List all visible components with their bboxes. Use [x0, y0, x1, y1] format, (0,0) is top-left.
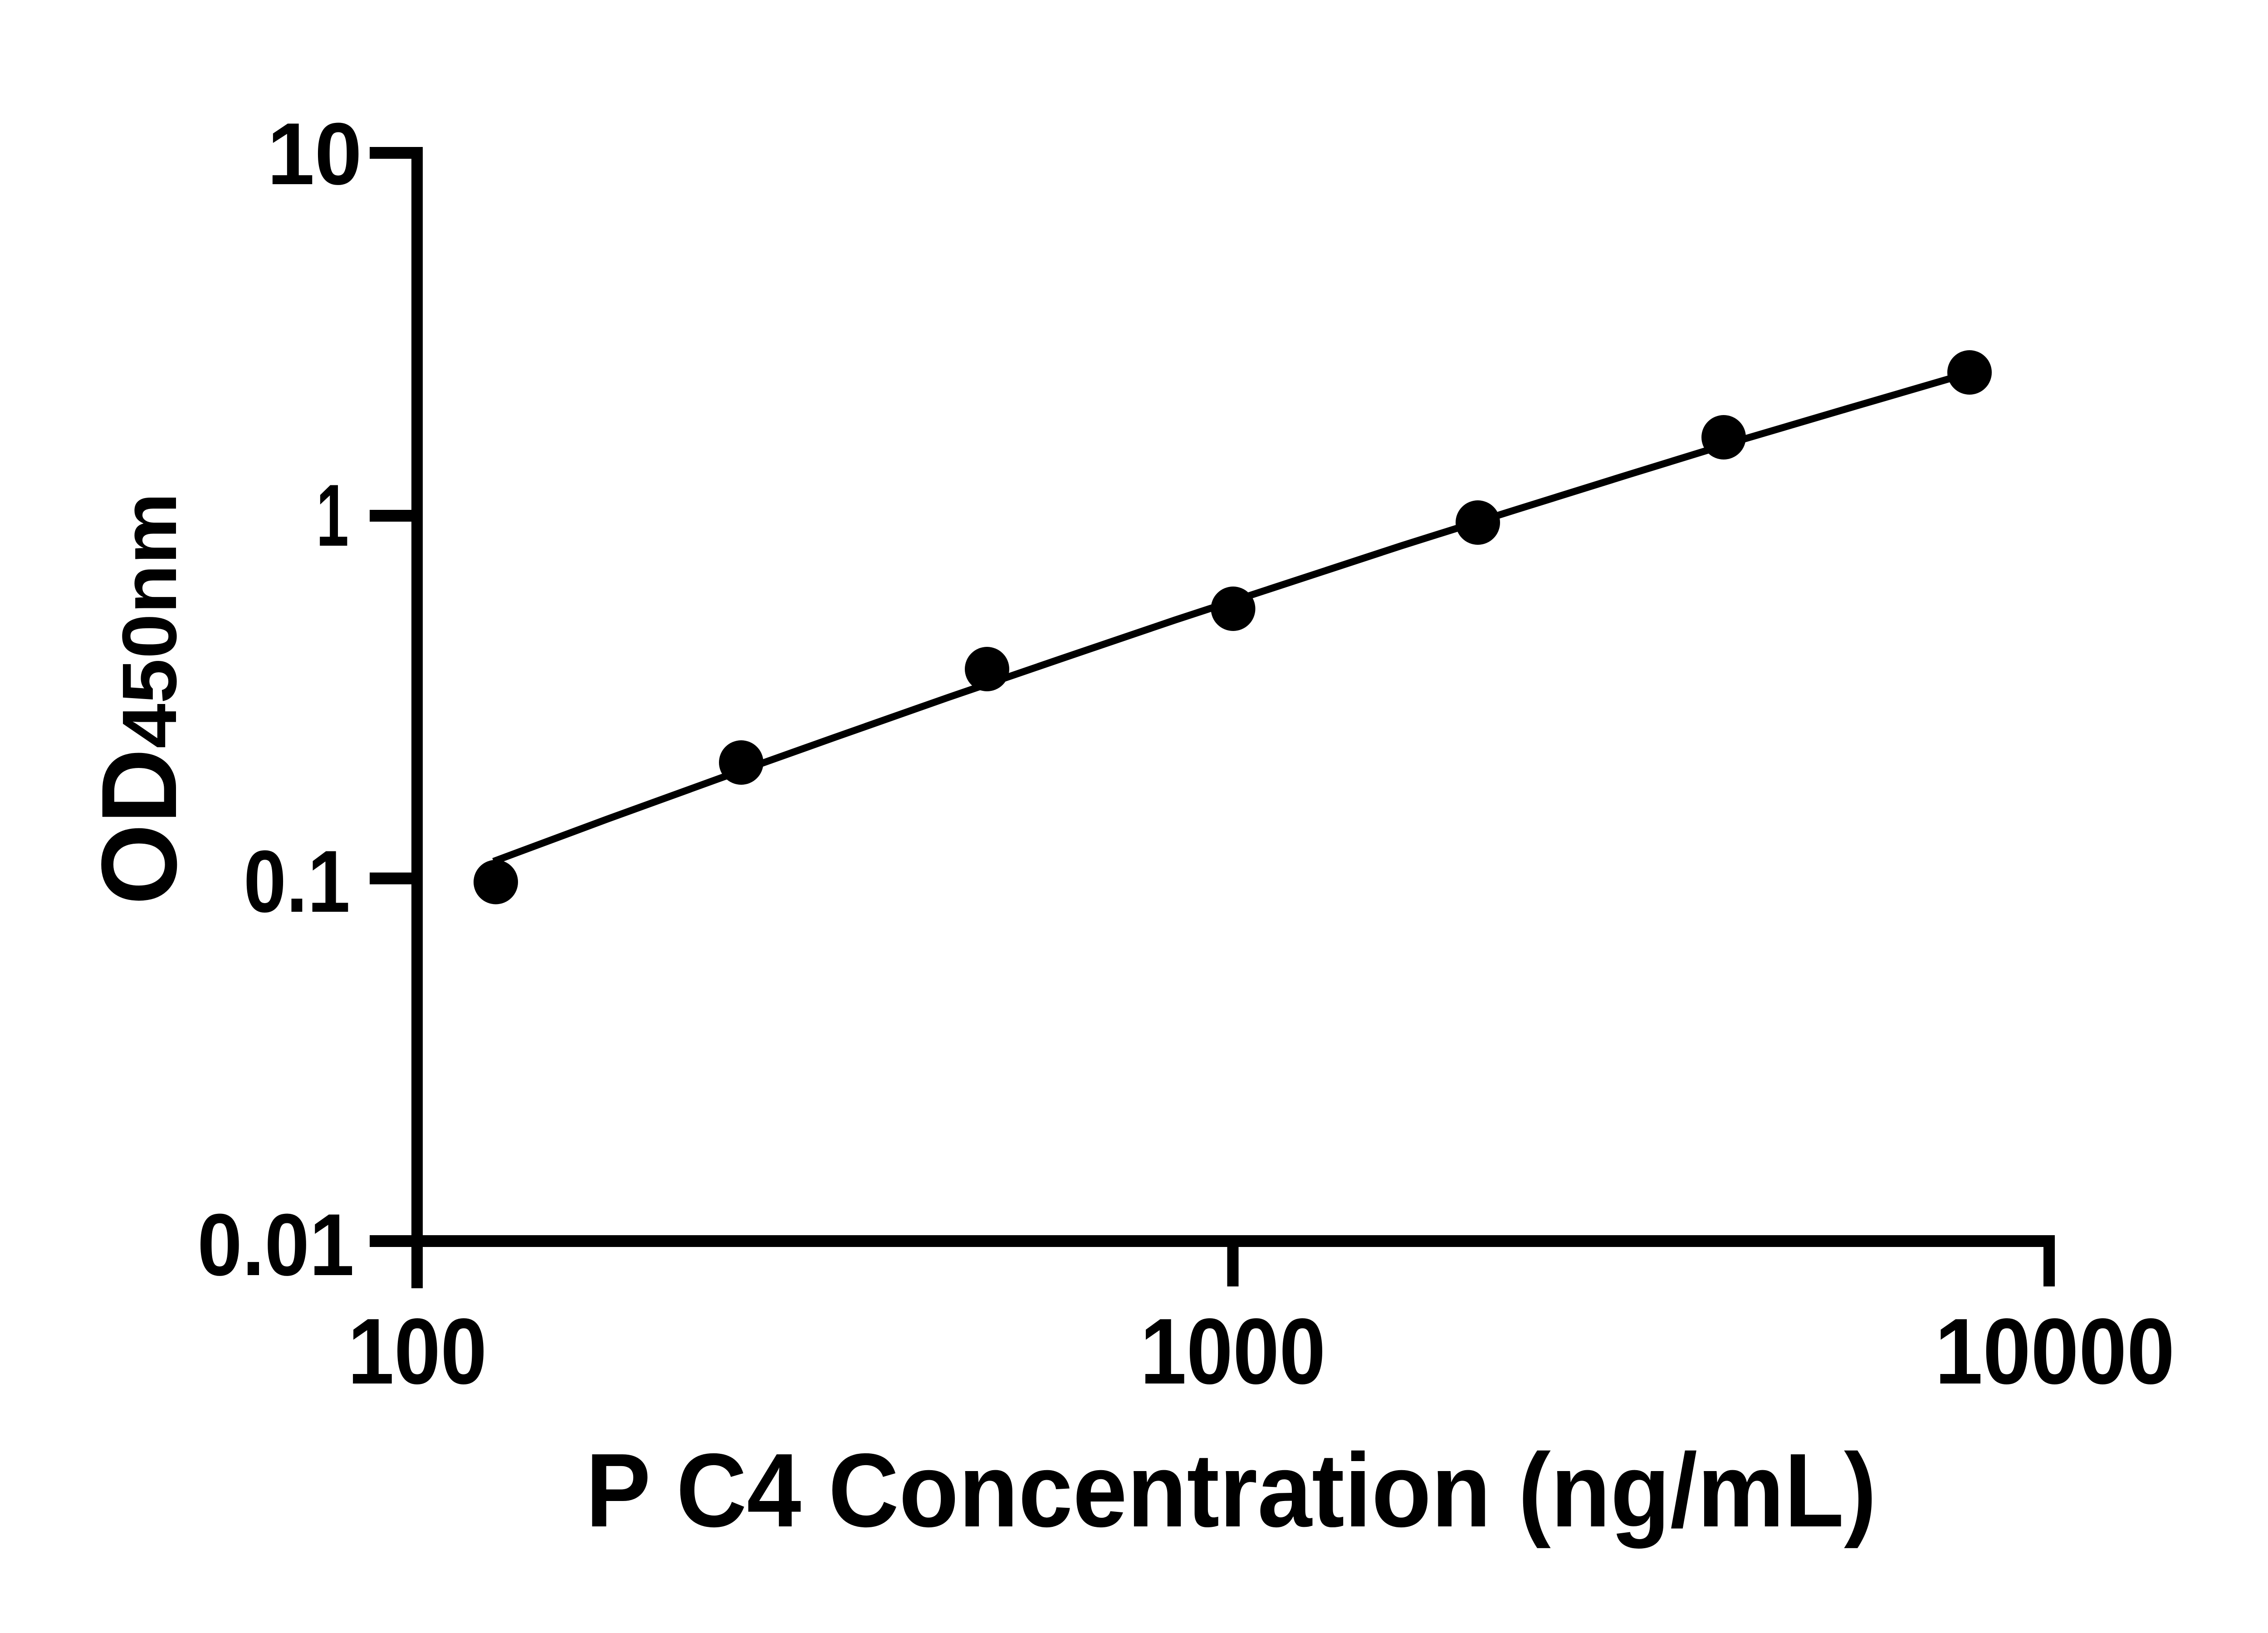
svg-text:100: 100 [348, 1299, 487, 1403]
svg-text:1000: 1000 [1140, 1299, 1326, 1403]
svg-text:0.01: 0.01 [197, 1196, 354, 1294]
svg-text:10: 10 [267, 105, 362, 203]
svg-text:OD450nm: OD450nm [79, 493, 199, 905]
svg-text:1: 1 [316, 466, 349, 565]
svg-text:P C4 Concentration (ng/mL): P C4 Concentration (ng/mL) [586, 1432, 1877, 1549]
svg-text:0.1: 0.1 [244, 832, 350, 931]
svg-text:10000: 10000 [1935, 1299, 2175, 1403]
